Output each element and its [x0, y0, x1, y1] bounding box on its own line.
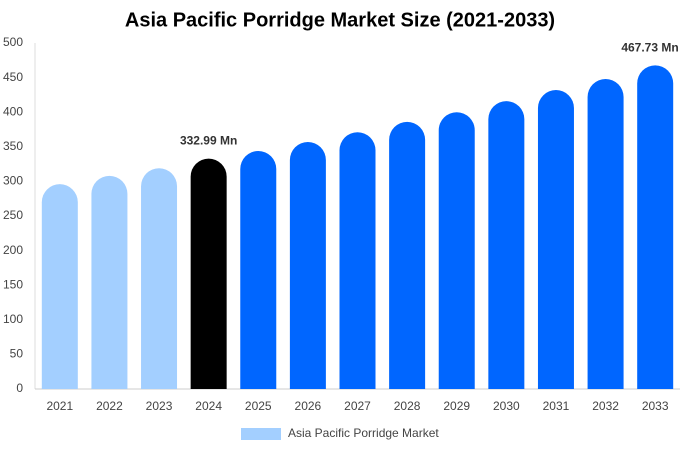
bar [41, 184, 78, 389]
x-tick-label: 2026 [295, 399, 322, 413]
x-tick-label: 2023 [146, 399, 173, 413]
y-tick-label: 350 [3, 139, 23, 153]
y-tick-label: 450 [3, 70, 23, 84]
y-tick-label: 200 [3, 243, 23, 257]
bar [389, 121, 426, 389]
bar [289, 141, 326, 389]
y-tick-label: 50 [10, 347, 24, 361]
chart-title: Asia Pacific Porridge Market Size (2021-… [125, 9, 555, 31]
bar [190, 158, 227, 389]
legend-swatch [241, 428, 281, 440]
bar [339, 132, 376, 389]
y-tick-label: 150 [3, 277, 23, 291]
y-tick-label: 0 [16, 381, 23, 395]
value-label: 332.99 Mn [180, 134, 237, 148]
bar [537, 90, 574, 390]
x-tick-label: 2030 [493, 399, 520, 413]
bar [240, 150, 277, 389]
y-tick-label: 500 [3, 35, 23, 49]
legend-label: Asia Pacific Porridge Market [288, 426, 439, 440]
x-tick-label: 2032 [592, 399, 619, 413]
y-tick-label: 100 [3, 312, 23, 326]
bar [91, 175, 128, 389]
x-tick-label: 2025 [245, 399, 272, 413]
x-tick-label: 2028 [394, 399, 421, 413]
y-tick-label: 250 [3, 208, 23, 222]
x-tick-label: 2022 [96, 399, 123, 413]
value-label: 467.73 Mn [621, 41, 678, 55]
x-tick-label: 2029 [443, 399, 470, 413]
bar [637, 65, 674, 389]
bar [141, 168, 178, 389]
bar [587, 78, 624, 389]
x-tick-label: 2031 [543, 399, 570, 413]
x-tick-label: 2027 [344, 399, 371, 413]
x-tick-label: 2024 [195, 399, 222, 413]
bar [438, 112, 475, 389]
y-tick-label: 400 [3, 104, 23, 118]
y-tick-label: 300 [3, 174, 23, 188]
x-tick-label: 2033 [642, 399, 669, 413]
bar [488, 101, 525, 389]
x-tick-label: 2021 [46, 399, 73, 413]
